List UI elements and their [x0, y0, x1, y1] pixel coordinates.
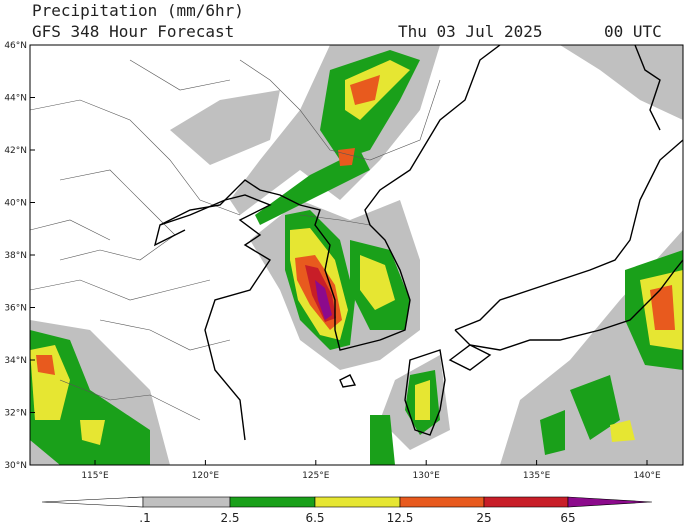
- latitude-label: 30°N: [4, 461, 27, 471]
- colorbar-label: 65: [560, 511, 575, 525]
- colorbar-label: 2.5: [220, 511, 239, 525]
- precip-max: [315, 280, 332, 320]
- latitude-label: 40°N: [4, 199, 27, 209]
- colorbar-label: 12.5: [387, 511, 414, 525]
- longitude-label: 125°E: [302, 471, 330, 481]
- longitude-label: 115°E: [81, 471, 109, 481]
- latitude-label: 34°N: [4, 356, 27, 366]
- date: Thu 03 Jul 2025: [398, 22, 543, 41]
- latitude-label: 38°N: [4, 251, 27, 261]
- latitude-label: 36°N: [4, 304, 27, 314]
- longitude-label: 140°E: [633, 471, 661, 481]
- coastline: [153, 45, 683, 441]
- latitude-label: 46°N: [4, 41, 27, 51]
- colorbar-label: .1: [139, 511, 150, 525]
- latitude-label: 42°N: [4, 146, 27, 156]
- colorbar-label: 25: [476, 511, 491, 525]
- longitude-label: 130°E: [413, 471, 441, 481]
- longitude-label: 120°E: [192, 471, 220, 481]
- colorbar-label: 6.5: [305, 511, 324, 525]
- title: Precipitation (mm/6hr): [32, 1, 244, 20]
- longitude-label: 135°E: [523, 471, 551, 481]
- subtitle: GFS 348 Hour Forecast: [32, 22, 234, 41]
- latitude-label: 32°N: [4, 409, 27, 419]
- borders: [30, 59, 441, 421]
- colorbar: [41, 496, 653, 508]
- map: [30, 45, 683, 465]
- time: 00 UTC: [604, 22, 662, 41]
- latitude-label: 44°N: [4, 94, 27, 104]
